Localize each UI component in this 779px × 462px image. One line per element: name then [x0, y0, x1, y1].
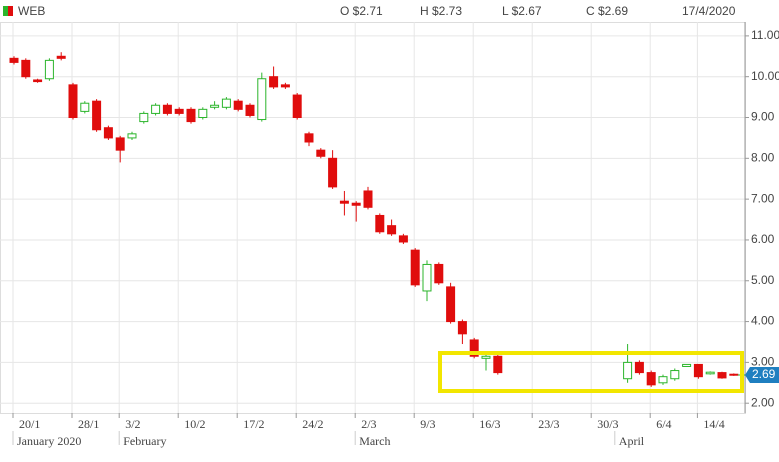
price-tag-label: 2.69 [752, 367, 776, 381]
candle-body [304, 133, 314, 143]
candle-body [469, 339, 479, 357]
header-close: C $2.69 [586, 4, 628, 18]
y-tick-label: 4.00 [751, 314, 775, 328]
candle-body [446, 286, 456, 323]
header-open: O $2.71 [340, 4, 383, 18]
x-tick-label: 17/2 [243, 417, 264, 431]
x-tick-label: 23/3 [538, 417, 559, 431]
candle-body [33, 79, 43, 83]
candle-body [198, 108, 208, 119]
candle-body [682, 363, 692, 367]
header-high: H $2.73 [420, 4, 462, 18]
candle-body [410, 249, 420, 286]
x-tick-label: 30/3 [597, 417, 618, 431]
y-tick-label: 6.00 [751, 232, 775, 246]
y-tick-label: 5.00 [751, 273, 775, 287]
candle-body [221, 98, 231, 108]
candle-body [44, 59, 54, 80]
price-tag [745, 367, 779, 384]
candle-body [670, 370, 680, 380]
candle-body [280, 84, 290, 88]
x-tick-label: 2/3 [361, 417, 376, 431]
x-tick-label: 24/2 [302, 417, 323, 431]
candle-body [646, 372, 656, 386]
candle-body [634, 361, 644, 374]
candle-body [387, 225, 397, 235]
month-label: March [359, 434, 390, 448]
candle-body [729, 373, 739, 376]
month-label: April [619, 434, 645, 448]
x-tick-label: 3/2 [125, 417, 140, 431]
plot-area: 2.00 3.00 4.00 5.00 6.00 7.00 8.00 9.00 10.00 11.… [0, 22, 779, 448]
candle-body [292, 94, 302, 119]
y-tick-label: 8.00 [751, 150, 775, 164]
y-tick-label: 3.00 [751, 355, 775, 369]
candle-body [481, 355, 491, 359]
highlight-box [438, 351, 744, 393]
candle-body [434, 263, 444, 284]
candle-body [245, 104, 255, 116]
candle-body [457, 321, 467, 335]
legend-icon-down [8, 6, 13, 16]
candle-body [257, 78, 267, 121]
candle-body [316, 149, 326, 157]
candle-body [233, 100, 243, 110]
symbol: WEB [18, 4, 45, 18]
candle-body [493, 355, 503, 374]
y-tick-label: 9.00 [751, 110, 775, 124]
candle-body [162, 104, 172, 114]
header-date: 17/4/2020 [682, 4, 736, 18]
candle-body [151, 104, 161, 114]
x-tick-label: 20/1 [19, 417, 40, 431]
candle-body [339, 200, 349, 204]
candle-body [103, 127, 113, 139]
candle-body [623, 361, 633, 380]
candle-body [717, 372, 727, 379]
month-label: January 2020 [17, 434, 81, 448]
candle-body [92, 100, 102, 131]
candle-body [269, 76, 279, 88]
candle-body [127, 133, 137, 139]
candle-body [210, 104, 220, 108]
candle-body [398, 235, 408, 243]
x-tick-label: 14/4 [703, 417, 724, 431]
x-tick-label: 28/1 [78, 417, 99, 431]
y-tick-label: 7.00 [751, 191, 775, 205]
y-tick-label: 10.00 [751, 69, 779, 83]
x-tick-label: 16/3 [479, 417, 500, 431]
candle-body [115, 137, 125, 151]
header-low: L $2.67 [502, 4, 542, 18]
candle-body [174, 108, 184, 114]
candle-body [56, 55, 66, 59]
candle-body [80, 102, 90, 112]
candle-body [68, 84, 78, 119]
candle-body [705, 371, 715, 375]
x-tick-label: 10/2 [184, 417, 205, 431]
candle-body [328, 157, 338, 188]
candle-body [21, 59, 31, 78]
candle-body [9, 57, 19, 63]
candle-body [375, 214, 385, 233]
candle-body [658, 376, 668, 384]
candle-body [351, 202, 361, 206]
legend-icon-up [3, 6, 8, 16]
candle-body [139, 112, 149, 123]
x-tick-label: 9/3 [420, 417, 435, 431]
y-tick-label: 11.00 [751, 28, 779, 42]
candle-body [186, 108, 196, 123]
x-tick-label: 6/4 [656, 417, 671, 431]
y-tick-label: 2.00 [751, 395, 775, 409]
candle-body [363, 190, 373, 208]
candle-body [693, 363, 703, 378]
month-label: February [123, 434, 166, 448]
candle-body [422, 263, 432, 292]
